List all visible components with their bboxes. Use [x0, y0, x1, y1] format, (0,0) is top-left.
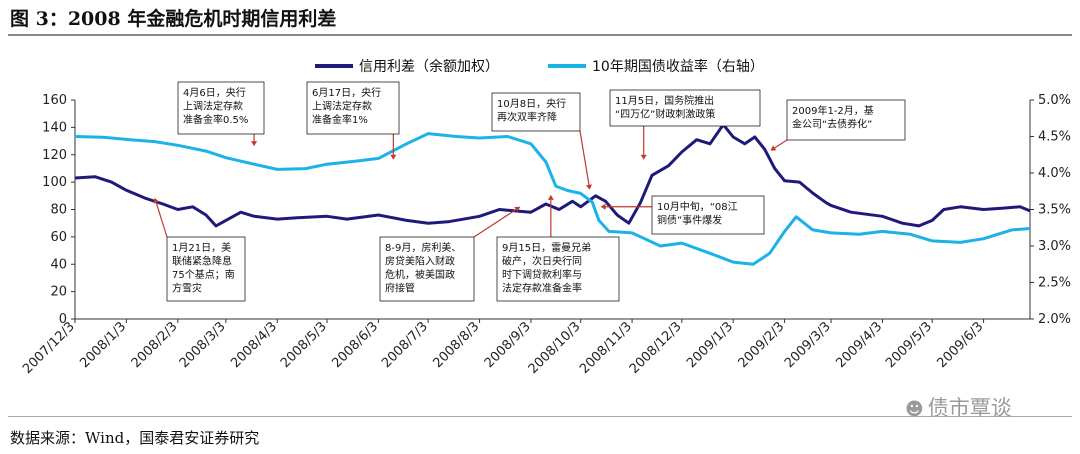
- chart-legend: 信用利差（余额加权） 10年期国债收益率（右轴）: [315, 58, 764, 75]
- annotation-box: [609, 89, 761, 127]
- annotation-text: “四万亿”财政刺激政策: [615, 108, 715, 121]
- y-left-tick-label: 0: [59, 312, 67, 327]
- annotation-arrowhead: [514, 206, 521, 213]
- annotation-text: 准备金率1%: [312, 113, 368, 126]
- annotation-arrowhead: [153, 197, 160, 204]
- annotation-box: [786, 99, 906, 141]
- y-left-tick-label: 160: [42, 93, 67, 108]
- x-tick-label: 2009/2/3: [736, 319, 788, 371]
- x-tick-label: 2009/6/3: [935, 319, 987, 371]
- annotation-arrow: [579, 130, 590, 185]
- y-right-tick-label: 5.0%: [1038, 93, 1071, 108]
- x-tick-label: 2008/3/3: [177, 319, 229, 371]
- x-tick-label: 2008/10/3: [526, 319, 584, 377]
- x-tick-label: 2008/7/3: [379, 319, 431, 371]
- y-left-tick-label: 20: [50, 285, 67, 300]
- annotation-arrow: [473, 208, 517, 238]
- annotation-text: 联储紧急降息: [172, 255, 232, 268]
- y-right-tick-label: 3.5%: [1038, 203, 1071, 218]
- annotation-text: 10月8日，央行: [497, 97, 566, 110]
- y-right-tick-label: 2.5%: [1038, 276, 1071, 291]
- annotation-box: [491, 92, 581, 132]
- series-group: [74, 123, 1031, 266]
- annotation-box: [166, 236, 246, 302]
- x-tick-label: 2009/3/3: [782, 319, 834, 371]
- annotation-text: 75个基点；南: [172, 268, 235, 281]
- annotation-arrow: [155, 202, 168, 238]
- x-tick-label: 2008/2/3: [129, 319, 181, 371]
- watermark: ☻ 债市覃谈: [905, 392, 1012, 422]
- annotation-text: 法定存款准备金率: [502, 282, 582, 295]
- yield-10y-line: [74, 132, 1031, 266]
- annotation-text: 时下调贷款利率与: [502, 268, 582, 281]
- legend-label: 10年期国债收益率（右轴）: [592, 58, 764, 75]
- annotation-arrow: [774, 139, 788, 149]
- annotation-text: 房贷美陷入财政: [385, 255, 455, 268]
- credit-spread-line: [74, 123, 1031, 228]
- x-tick-label: 2008/4/3: [228, 319, 280, 371]
- watermark-text: 债市覃谈: [927, 396, 1012, 420]
- y-right-tick-label: 3.0%: [1038, 239, 1071, 254]
- annotation-text: 8-9月，房利美、: [385, 241, 461, 254]
- annotation-text: 10月中旬，“08江: [657, 200, 738, 213]
- annotation-arrowhead: [640, 154, 647, 160]
- y-left-tick-label: 60: [50, 230, 67, 245]
- y-left-tick-label: 40: [50, 257, 67, 272]
- annotation-box: [306, 81, 400, 135]
- annotation-text: 危机，被美国政: [385, 268, 455, 281]
- x-tick-label: 2008/9/3: [482, 319, 534, 371]
- x-tick-label: 2008/11/3: [577, 319, 635, 377]
- annotation-box: [651, 195, 765, 235]
- x-tick-label: 2008/1/3: [77, 319, 129, 371]
- annotation-text: 破产，次日央行同: [502, 255, 582, 268]
- annotation-text: 1月21日，美: [172, 241, 231, 254]
- y-right-tick-label: 2.0%: [1038, 312, 1071, 327]
- annotation-arrowhead: [251, 141, 258, 147]
- title-divider: [8, 34, 1072, 36]
- annotation-arrowhead: [600, 203, 606, 210]
- annotation-text: 4月6日，央行: [183, 86, 246, 99]
- y-left-tick-label: 120: [42, 148, 67, 163]
- annotation-arrowhead: [586, 184, 592, 190]
- annotation-arrowhead: [390, 154, 397, 160]
- y-left-tick-label: 140: [42, 120, 67, 135]
- wechat-icon: ☻: [905, 399, 924, 420]
- x-tick-label: 2009/4/3: [833, 319, 885, 371]
- x-tick-label: 2009/5/3: [883, 319, 935, 371]
- y-right-tick-label: 4.5%: [1038, 130, 1071, 145]
- y-left-tick-label: 100: [42, 175, 67, 190]
- x-tick-label: 2008/8/3: [430, 319, 482, 371]
- annotation-arrowhead: [547, 194, 554, 200]
- annotation-text: 上调法定存款: [312, 100, 372, 113]
- annotation-text: 方雪灾: [172, 282, 202, 295]
- data-source: 数据来源：Wind，国泰君安证券研究: [10, 429, 260, 447]
- annotation-text: 铜债”事件爆发: [657, 214, 722, 227]
- source-divider: [8, 416, 1072, 417]
- annotation-text: 府接管: [385, 282, 415, 295]
- annotation-text: 准备金率0.5%: [183, 113, 248, 126]
- x-tick-label: 2008/6/3: [329, 319, 381, 371]
- annotation-arrowhead: [770, 145, 777, 151]
- legend-label: 信用利差（余额加权）: [359, 58, 499, 75]
- x-tick-label: 2007/12/3: [20, 319, 78, 377]
- annotation-text: 9月15日，雷曼兄弟: [502, 242, 591, 254]
- annotation-box: [177, 81, 265, 135]
- x-tick-label: 2008/12/3: [627, 319, 685, 377]
- annotations-group: 4月6日，央行上调法定存款准备金率0.5%6月17日，央行上调法定存款准备金率1…: [153, 81, 906, 302]
- x-tick-label: 2009/1/3: [684, 319, 736, 371]
- annotation-box: [379, 236, 475, 302]
- annotation-text: 6月17日，央行: [312, 86, 381, 99]
- y-right-tick-label: 4.0%: [1038, 166, 1071, 181]
- annotation-text: 11月5日，国务院推出: [615, 94, 714, 107]
- y-left-tick-label: 80: [50, 203, 67, 218]
- chart-title: 图 3：2008 年金融危机时期信用利差: [10, 8, 337, 30]
- annotation-text: 金公司“去债券化”: [792, 118, 872, 131]
- x-tick-label: 2008/5/3: [278, 319, 330, 371]
- annotation-text: 再次双率齐降: [497, 111, 557, 124]
- annotation-text: 2009年1-2月，基: [792, 104, 874, 117]
- annotation-text: 上调法定存款: [183, 100, 243, 113]
- annotation-box: [496, 236, 620, 302]
